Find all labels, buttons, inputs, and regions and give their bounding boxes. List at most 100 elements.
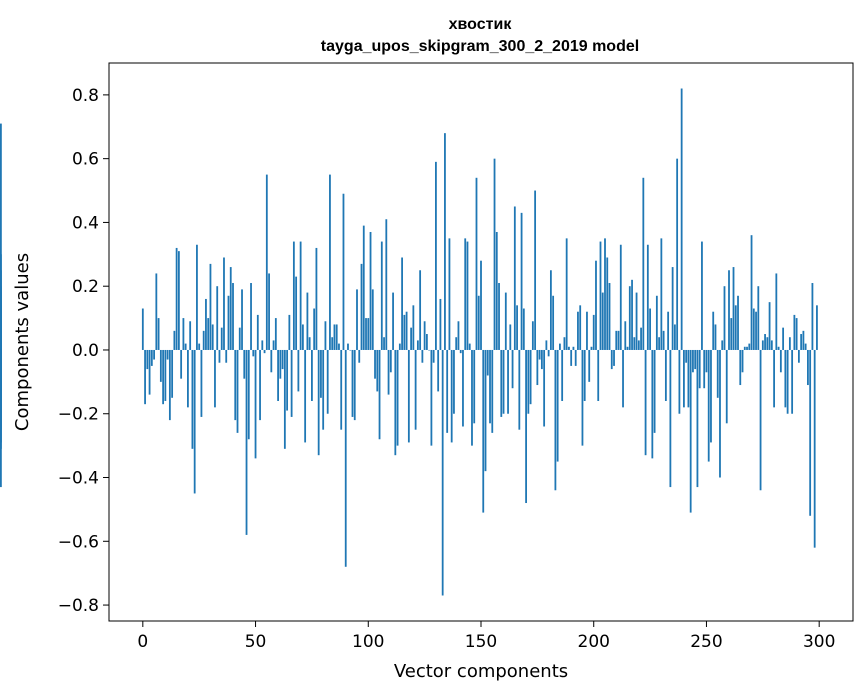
bar-190 (570, 349, 573, 366)
bar-209 (613, 349, 615, 366)
bar-10 (164, 349, 167, 401)
y-tick-label: −0.8 (58, 596, 99, 616)
bar-126 (425, 334, 428, 350)
bar-30 (209, 263, 212, 350)
bar-59 (274, 318, 277, 350)
bar-77 (315, 247, 318, 350)
bar-41 (234, 349, 237, 421)
bar-107 (383, 337, 385, 350)
bar-5 (153, 349, 155, 360)
bar-63 (283, 349, 286, 449)
bar-93 (351, 349, 354, 417)
bar-56 (268, 273, 270, 350)
bar-53 (261, 340, 264, 350)
bar-215 (626, 346, 629, 350)
plot-frame (108, 62, 854, 622)
bar-4 (150, 349, 153, 366)
bar-291 (797, 349, 800, 363)
bar-undefined (0, 123, 2, 350)
bar-74 (308, 337, 311, 350)
bar-246 (696, 349, 699, 488)
bar-258 (723, 286, 726, 350)
bar-248 (701, 241, 703, 350)
bar-141 (459, 349, 462, 354)
bar-47 (247, 349, 250, 440)
bar-52 (259, 349, 261, 421)
bar-177 (540, 349, 543, 370)
bar-140 (457, 321, 460, 350)
x-tick-label: 100 (352, 632, 384, 652)
chart-title: хвостик (449, 16, 513, 33)
bar-42 (236, 349, 239, 433)
bar-34 (218, 349, 221, 363)
bar-164 (511, 349, 514, 389)
bar-14 (173, 330, 176, 350)
bar-142 (462, 349, 464, 427)
bar-293 (802, 330, 805, 350)
bar-274 (759, 349, 762, 491)
bar-100 (367, 318, 370, 350)
bar-21 (189, 321, 192, 350)
bar-297 (811, 283, 814, 350)
y-tick-label: 0.4 (72, 213, 99, 233)
bar-271 (752, 308, 755, 350)
bar-12 (168, 349, 171, 421)
bar-166 (516, 305, 518, 350)
bar-152 (484, 349, 487, 472)
x-tick-label: 200 (578, 632, 610, 652)
bar-269 (748, 343, 751, 350)
bar-128 (430, 349, 433, 446)
bar-125 (423, 321, 426, 350)
bar-233 (667, 311, 670, 350)
bar-229 (658, 337, 661, 350)
bar-240 (683, 349, 685, 408)
bar-295 (807, 349, 809, 386)
bar-281 (775, 273, 778, 350)
bar-203 (599, 241, 602, 350)
bar-18 (182, 318, 185, 350)
bar-16 (177, 251, 180, 350)
bar-144 (466, 241, 469, 350)
bar-236 (673, 324, 676, 350)
bar-267 (743, 346, 746, 350)
bar-134 (444, 133, 446, 350)
bar-163 (509, 324, 512, 350)
bar-176 (538, 349, 541, 360)
bar-64 (286, 349, 289, 411)
x-tick-label: 0 (137, 632, 148, 652)
y-axis-ticks: −0.8 −0.6 −0.4 −0.2 0.0 0.2 0.4 0.6 0.8 (58, 86, 109, 616)
bar-76 (313, 308, 316, 350)
bar-108 (385, 219, 388, 350)
y-tick-label: 0.2 (72, 277, 99, 297)
bar-98 (362, 225, 365, 350)
bar-261 (730, 318, 733, 350)
x-tick-label: 300 (803, 632, 835, 652)
bar-123 (419, 270, 422, 350)
bar-92 (349, 349, 352, 351)
bar-7 (157, 318, 160, 350)
bar-66 (290, 349, 293, 417)
bar-204 (601, 292, 604, 350)
y-tick-label: 0.8 (72, 86, 99, 106)
bar-198 (588, 349, 591, 382)
bar-40 (232, 283, 234, 350)
bar-9 (162, 349, 165, 405)
bar-262 (732, 267, 735, 350)
bar-174 (534, 190, 537, 350)
y-tick-label: −0.4 (58, 469, 99, 489)
bar-216 (628, 286, 631, 350)
bar-117 (405, 311, 408, 350)
bar-286 (786, 349, 789, 414)
bar-79 (320, 349, 322, 398)
bar-130 (435, 161, 437, 350)
bar-220 (637, 340, 640, 350)
bar-136 (448, 238, 451, 350)
bar-61 (279, 349, 282, 379)
bar-260 (728, 270, 730, 350)
bar-147 (473, 349, 476, 424)
bar-85 (333, 324, 336, 350)
bar-131 (437, 349, 440, 392)
bar-200 (592, 314, 595, 350)
bar-188 (565, 238, 568, 350)
